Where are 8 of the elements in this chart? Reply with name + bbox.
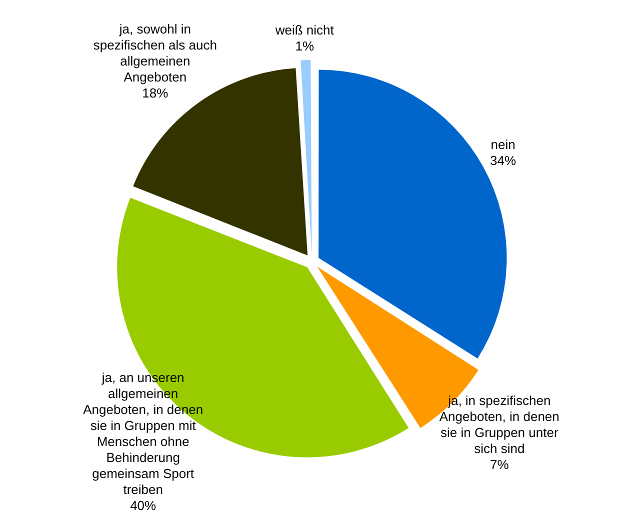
slice-label: ja, sowohl in spezifischen als auch allgemeinen Angeboten [93, 21, 217, 84]
data-label: 40% [130, 498, 157, 514]
data-label: 34% [490, 153, 516, 168]
slice-label: weiß nicht [274, 22, 334, 38]
data-label: 1% [295, 38, 314, 54]
slice-label: nein [490, 137, 516, 152]
data-label: 18% [142, 85, 169, 100]
data-label: 7% [490, 456, 510, 472]
